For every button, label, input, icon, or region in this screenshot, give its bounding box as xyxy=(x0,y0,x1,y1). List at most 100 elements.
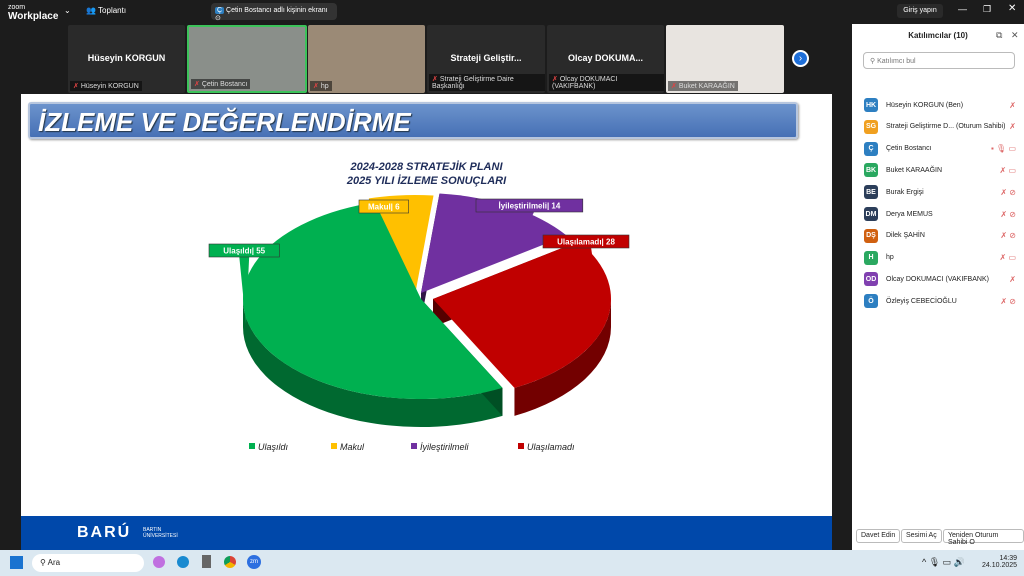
avatar: DM xyxy=(864,207,878,221)
tile-name: Strateji Geliştir... xyxy=(450,53,522,63)
mic-camera-status-icon[interactable]: ✗ ▭ xyxy=(999,253,1016,263)
participant-item[interactable]: DM Derya MEMUS ✗ ⊘ xyxy=(864,204,1022,224)
participant-item[interactable]: OD Olcay DOKUMACI (VAKIFBANK) ✗ xyxy=(864,269,1022,289)
zoom-taskbar-icon[interactable]: zm xyxy=(247,555,261,569)
data-label: İyileştirilmeli| 14 xyxy=(498,202,560,211)
popout-icon[interactable]: ⧉ xyxy=(996,30,1003,40)
mic-camera-status-icon[interactable]: ✗ xyxy=(1009,274,1016,284)
participant-name: Buket KARAAĞIN xyxy=(886,166,943,174)
data-label-box xyxy=(542,234,630,249)
panel-button[interactable]: Yeniden Oturum Sahibi O xyxy=(943,529,1024,546)
share-banner[interactable]: Ç Çetin Bostancı adlı kişinin ekranı ⊙ xyxy=(211,3,337,22)
legend-swatch xyxy=(249,443,255,449)
next-page-button[interactable]: › xyxy=(792,50,809,67)
mic-camera-status-icon[interactable]: ✗ xyxy=(1009,100,1016,110)
mic-muted-icon: ✗ xyxy=(432,76,438,83)
data-label-box xyxy=(208,243,280,258)
university-name: BARTIN ÜNİVERSİTESİ xyxy=(143,527,178,539)
participant-item[interactable]: Ç Çetin Bostancı ▪ 🎙 ▭ xyxy=(864,139,1022,159)
avatar: Ç xyxy=(864,141,878,156)
legend-label: Makul xyxy=(340,442,365,452)
video-tile[interactable]: Olcay DOKUMA... ✗ Olcay DOKUMACI (VAKIFBA… xyxy=(547,25,664,93)
mic-camera-status-icon[interactable]: ✗ ⊘ xyxy=(1000,187,1016,197)
chrome-icon[interactable] xyxy=(224,556,236,568)
taskbar-search[interactable]: ⚲ Ara xyxy=(32,554,144,572)
pie-slice xyxy=(433,241,611,388)
mic-camera-status-icon[interactable]: ✗ ▭ xyxy=(999,165,1016,175)
edge-icon[interactable] xyxy=(177,556,189,568)
zoom-logo: zoom Workplace xyxy=(8,4,59,22)
avatar: Ö xyxy=(864,294,878,309)
mic-muted-icon: ✗ xyxy=(552,76,558,83)
mic-muted-icon: ✗ xyxy=(313,83,319,90)
participant-item[interactable]: BE Burak Ergişi ✗ ⊘ xyxy=(864,182,1022,202)
participant-name: Dilek ŞAHİN xyxy=(886,232,925,240)
mic-muted-icon: ✗ xyxy=(73,83,79,90)
tile-label: ✗ Olcay DOKUMACI (VAKIFBANK) xyxy=(549,74,664,91)
tile-name: Olcay DOKUMA... xyxy=(567,53,643,63)
participant-item[interactable]: Ö Özleyiş CEBECİOĞLU ✗ ⊘ xyxy=(864,291,1022,311)
chevron-down-icon[interactable]: ⌄ xyxy=(64,6,71,15)
windows-start-icon[interactable] xyxy=(10,556,23,569)
mic-camera-status-icon[interactable]: ✗ ⊘ xyxy=(1000,231,1016,241)
tray-icons[interactable]: ^ 🎙 ▭ 🔊 xyxy=(922,557,965,567)
close-panel-icon[interactable]: ✕ xyxy=(1011,30,1019,40)
avatar: SG xyxy=(864,119,878,134)
participant-name: Strateji Geliştirme D... (Oturum Sahibi) xyxy=(886,123,1006,131)
clock: 14:39 24.10.2025 xyxy=(982,555,1018,569)
participant-item[interactable]: HK Hüseyin KORGUN (Ben) ✗ xyxy=(864,95,1022,115)
tile-label: ✗ Strateji Geliştirme Daire Başkanlığı xyxy=(429,74,545,91)
video-tile[interactable]: Strateji Geliştir... ✗ Strateji Geliştirm… xyxy=(427,25,545,93)
mic-muted-icon: ✗ xyxy=(194,81,200,88)
pie-slice xyxy=(368,195,434,295)
tile-label: ✗ Buket KARAAĞIN xyxy=(668,81,738,91)
participant-search-input[interactable]: ⚲ Katılımcı bul xyxy=(863,52,1015,69)
participant-name: Olcay DOKUMACI (VAKIFBANK) xyxy=(886,275,989,283)
mic-camera-status-icon[interactable]: ✗ ⊘ xyxy=(1000,296,1016,306)
pie-chart: Ulaşıldı| 55 Makul| 6 İyileştirilmeli| 14 U… xyxy=(208,193,630,452)
close-button[interactable]: ✕ xyxy=(1008,3,1017,14)
video-tile[interactable]: ✗ Buket KARAAĞIN xyxy=(666,25,784,93)
sign-in-button[interactable]: Giriş yapın xyxy=(897,4,943,18)
mic-camera-status-icon[interactable]: ✗ xyxy=(1009,122,1016,132)
chart-title: 2024-2028 STRATEJİK PLANI xyxy=(350,161,503,173)
mic-camera-status-icon[interactable]: ✗ ⊘ xyxy=(1000,209,1016,219)
video-tile[interactable]: ✗ Çetin Bostancı xyxy=(187,25,307,93)
baru-logo: BARÚ xyxy=(77,524,132,541)
video-tile[interactable]: Hüseyin KORGUN ✗ Hüseyin KORGUN xyxy=(68,25,185,93)
data-label: Ulaşıldı| 55 xyxy=(223,247,265,256)
participant-item[interactable]: BK Buket KARAAĞIN ✗ ▭ xyxy=(864,160,1022,180)
participant-name: Özleyiş CEBECİOĞLU xyxy=(886,297,957,305)
calculator-icon[interactable] xyxy=(202,555,211,568)
chart-subtitle: 2025 YILI İZLEME SONUÇLARI xyxy=(346,175,507,187)
participant-name: Derya MEMUS xyxy=(886,210,933,218)
participant-name: Burak Ergişi xyxy=(886,188,924,196)
mic-camera-status-icon[interactable]: ▪ 🎙 ▭ xyxy=(991,144,1016,154)
data-label-pointer xyxy=(581,247,599,304)
data-label-pointer xyxy=(378,212,403,220)
pie-slice-side xyxy=(514,299,611,416)
video-tile[interactable]: ✗ hp xyxy=(308,25,425,93)
avatar: H xyxy=(864,250,878,265)
participant-name: Hüseyin KORGUN (Ben) xyxy=(886,101,964,109)
participant-name: hp xyxy=(886,254,894,262)
meeting-menu[interactable]: 👥 Toplantı xyxy=(86,6,127,15)
minimize-button[interactable]: — xyxy=(958,4,967,14)
panel-title: Katılımcılar (10) xyxy=(908,31,968,40)
panel-button[interactable]: Davet Edin xyxy=(856,529,901,543)
participant-item[interactable]: DŞ Dilek ŞAHİN ✗ ⊘ xyxy=(864,226,1022,246)
participant-name: Çetin Bostancı xyxy=(886,145,932,153)
legend-label: İyileştirilmeli xyxy=(420,442,470,452)
data-label: Makul| 6 xyxy=(368,203,400,212)
pie-slice xyxy=(243,202,503,399)
maximize-button[interactable]: ❐ xyxy=(983,4,992,14)
avatar: BK xyxy=(864,163,878,178)
tile-name: Hüseyin KORGUN xyxy=(87,53,166,63)
title-bar: zoom Workplace ⌄ 👥 Toplantı Ç Çetin Bosta… xyxy=(0,0,1024,23)
data-label-box xyxy=(358,199,409,214)
panel-button[interactable]: Sesimi Aç xyxy=(901,529,942,543)
participant-item[interactable]: SG Strateji Geliştirme D... (Oturum Sahib… xyxy=(864,117,1022,137)
legend-label: Ulaşıldı xyxy=(258,442,289,452)
copilot-icon[interactable] xyxy=(153,556,165,568)
